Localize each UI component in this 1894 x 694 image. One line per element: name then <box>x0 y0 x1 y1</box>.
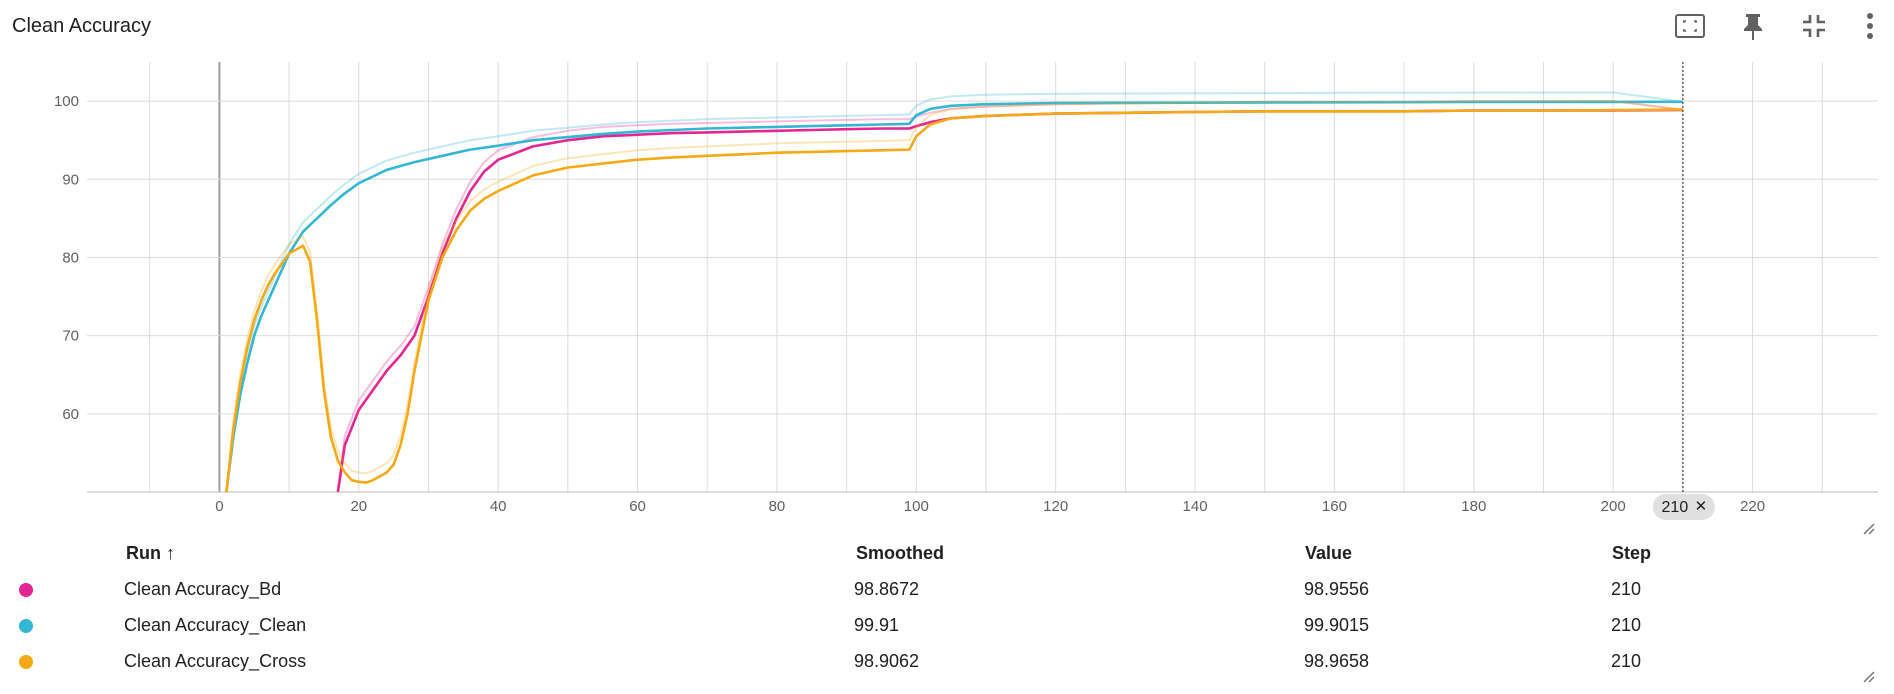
close-icon: ✕ <box>1695 498 1708 515</box>
pin-icon <box>1741 11 1765 41</box>
raw-value: 99.9015 <box>1304 615 1370 635</box>
x-tick-label: 40 <box>490 498 507 515</box>
table-row[interactable]: Clean Accuracy_Clean 99.91 99.9015 210 <box>0 608 1894 644</box>
x-tick-label: 80 <box>769 498 786 515</box>
step-value: 210 <box>1611 615 1642 635</box>
run-column-header[interactable]: Run ↑ <box>126 543 175 563</box>
table-row[interactable]: Clean Accuracy_Cross 98.9062 98.9658 210 <box>0 644 1894 680</box>
chart-grid <box>87 62 1878 492</box>
hover-step-label: 210 <box>1662 499 1689 516</box>
more-menu-button[interactable] <box>1852 8 1888 44</box>
fullscreen-exit-button[interactable] <box>1796 8 1832 44</box>
y-tick-label: 90 <box>62 171 79 188</box>
run-name: Clean Accuracy_Clean <box>124 615 307 635</box>
table-row[interactable]: Clean Accuracy_Bd 98.8672 98.9556 210 <box>0 572 1894 608</box>
hover-step-chip[interactable]: 210 ✕ <box>1652 494 1715 520</box>
series-line <box>225 100 1683 492</box>
hover-step-chip-bg <box>1652 494 1715 520</box>
raw-value: 98.9658 <box>1304 651 1370 671</box>
smoothed-column-header[interactable]: Smoothed <box>856 543 944 563</box>
series-line <box>225 108 1683 492</box>
series-line <box>336 108 1683 492</box>
chart-series <box>225 91 1684 492</box>
card-header: Clean Accuracy <box>0 0 1894 52</box>
step-value: 210 <box>1611 579 1642 599</box>
chart-title: Clean Accuracy <box>12 15 151 37</box>
x-tick-label: 160 <box>1322 498 1347 515</box>
fullscreen-exit-icon <box>1801 13 1827 39</box>
resize-handle-icon[interactable] <box>1862 670 1876 689</box>
x-tick-label: 60 <box>629 498 646 515</box>
y-tick-label: 70 <box>62 328 79 345</box>
chart-axes: 60 70 80 90 100 0 20 40 60 80 100 120 140 160 180 200 22… <box>54 93 1878 515</box>
fit-domain-button[interactable] <box>1672 8 1708 44</box>
line-chart[interactable]: 60 70 80 90 100 0 20 40 60 80 100 120 140 160 180 200 22… <box>0 52 1894 532</box>
y-tick-label: 80 <box>62 249 79 266</box>
smoothed-value: 98.9062 <box>854 651 920 671</box>
x-tick-label: 120 <box>1043 498 1068 515</box>
series-raw-line <box>225 91 1684 492</box>
run-name: Clean Accuracy_Bd <box>124 579 282 599</box>
chart-overlay: 210 ✕ <box>1652 62 1715 520</box>
x-tick-label: 20 <box>350 498 367 515</box>
x-tick-label: 0 <box>215 498 223 515</box>
step-column-header[interactable]: Step <box>1612 543 1652 563</box>
x-tick-label: 100 <box>904 498 929 515</box>
run-color-dot <box>19 655 33 669</box>
smoothed-value: 98.8672 <box>854 579 920 599</box>
step-value: 210 <box>1611 651 1642 671</box>
x-tick-label: 140 <box>1183 498 1208 515</box>
series-raw-line <box>336 100 1684 492</box>
smoothed-value: 99.91 <box>854 615 900 635</box>
x-tick-label: 200 <box>1601 498 1626 515</box>
series-raw-line <box>225 99 1684 492</box>
resize-handle-icon[interactable] <box>1862 522 1876 541</box>
raw-value: 98.9556 <box>1304 579 1370 599</box>
fit-domain-icon <box>1674 12 1706 40</box>
y-tick-label: 60 <box>62 406 79 423</box>
value-column-header[interactable]: Value <box>1305 543 1353 563</box>
x-tick-label: 180 <box>1461 498 1486 515</box>
more-vert-icon <box>1865 12 1875 40</box>
run-color-dot <box>19 583 33 597</box>
run-name: Clean Accuracy_Cross <box>124 651 307 671</box>
x-tick-label: 220 <box>1740 498 1765 515</box>
y-tick-label: 100 <box>54 93 79 110</box>
run-color-dot <box>19 619 33 633</box>
pin-button[interactable] <box>1735 8 1771 44</box>
